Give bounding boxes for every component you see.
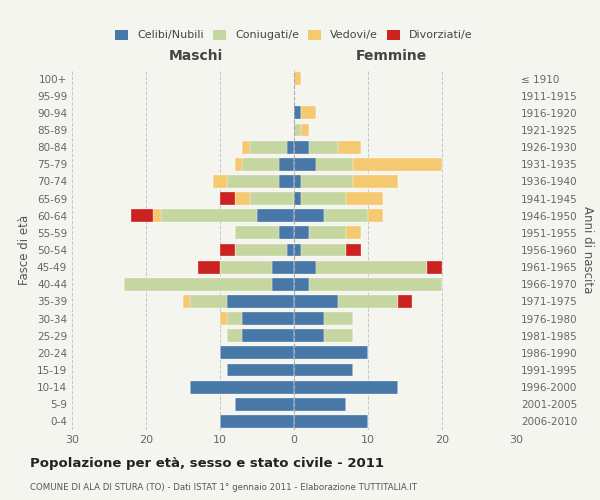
Bar <box>294 398 346 410</box>
Bar <box>287 140 294 153</box>
Bar <box>279 226 294 239</box>
Bar <box>294 278 309 290</box>
Bar <box>124 278 272 290</box>
Text: Maschi: Maschi <box>169 49 223 63</box>
Bar <box>294 124 301 136</box>
Bar <box>220 346 294 360</box>
Bar <box>190 380 294 394</box>
Bar <box>161 210 257 222</box>
Bar <box>301 244 346 256</box>
Bar <box>323 210 368 222</box>
Bar <box>294 295 338 308</box>
Bar <box>309 140 338 153</box>
Bar <box>368 210 383 222</box>
Bar <box>227 295 294 308</box>
Bar <box>294 210 323 222</box>
Bar <box>294 140 309 153</box>
Bar <box>346 244 361 256</box>
Bar <box>235 226 279 239</box>
Bar <box>316 158 353 170</box>
Bar <box>154 210 161 222</box>
Legend: Celibi/Nubili, Coniugati/e, Vedovi/e, Divorziati/e: Celibi/Nubili, Coniugati/e, Vedovi/e, Di… <box>111 25 477 45</box>
Bar <box>198 260 220 274</box>
Bar <box>242 140 250 153</box>
Bar <box>227 175 279 188</box>
Bar <box>323 330 353 342</box>
Bar <box>227 330 242 342</box>
Bar <box>131 210 154 222</box>
Bar <box>338 295 398 308</box>
Bar <box>287 244 294 256</box>
Bar <box>427 260 442 274</box>
Bar <box>220 312 227 325</box>
Bar <box>272 260 294 274</box>
Bar <box>294 244 301 256</box>
Bar <box>235 158 242 170</box>
Bar <box>220 260 272 274</box>
Bar <box>242 330 294 342</box>
Text: COMUNE DI ALA DI STURA (TO) - Dati ISTAT 1° gennaio 2011 - Elaborazione TUTTITAL: COMUNE DI ALA DI STURA (TO) - Dati ISTAT… <box>30 482 417 492</box>
Bar <box>309 278 442 290</box>
Bar <box>257 210 294 222</box>
Bar <box>294 415 368 428</box>
Bar <box>279 175 294 188</box>
Bar <box>242 312 294 325</box>
Bar <box>227 364 294 376</box>
Bar <box>227 312 242 325</box>
Bar <box>294 260 316 274</box>
Bar <box>220 415 294 428</box>
Bar <box>294 226 309 239</box>
Bar <box>294 346 368 360</box>
Bar <box>294 158 316 170</box>
Bar <box>212 175 227 188</box>
Bar <box>309 226 346 239</box>
Bar <box>294 192 301 205</box>
Bar <box>398 295 412 308</box>
Bar <box>220 192 235 205</box>
Bar <box>294 380 398 394</box>
Bar <box>301 106 316 120</box>
Bar <box>294 364 353 376</box>
Text: Femmine: Femmine <box>356 49 427 63</box>
Bar <box>190 295 227 308</box>
Bar <box>235 192 250 205</box>
Bar <box>235 244 287 256</box>
Bar <box>323 312 353 325</box>
Bar <box>242 158 279 170</box>
Bar <box>294 330 323 342</box>
Bar <box>346 226 361 239</box>
Text: Popolazione per età, sesso e stato civile - 2011: Popolazione per età, sesso e stato civil… <box>30 458 384 470</box>
Bar <box>294 312 323 325</box>
Bar <box>250 192 294 205</box>
Bar <box>272 278 294 290</box>
Bar <box>294 72 301 85</box>
Bar <box>250 140 287 153</box>
Bar <box>220 244 235 256</box>
Bar <box>316 260 427 274</box>
Bar <box>294 106 301 120</box>
Bar <box>353 158 442 170</box>
Bar <box>279 158 294 170</box>
Bar <box>301 124 309 136</box>
Bar <box>301 175 353 188</box>
Bar <box>294 175 301 188</box>
Bar <box>346 192 383 205</box>
Bar <box>353 175 398 188</box>
Y-axis label: Fasce di età: Fasce di età <box>19 215 31 285</box>
Bar <box>183 295 190 308</box>
Bar <box>301 192 346 205</box>
Y-axis label: Anni di nascita: Anni di nascita <box>581 206 594 294</box>
Bar <box>338 140 361 153</box>
Bar <box>235 398 294 410</box>
